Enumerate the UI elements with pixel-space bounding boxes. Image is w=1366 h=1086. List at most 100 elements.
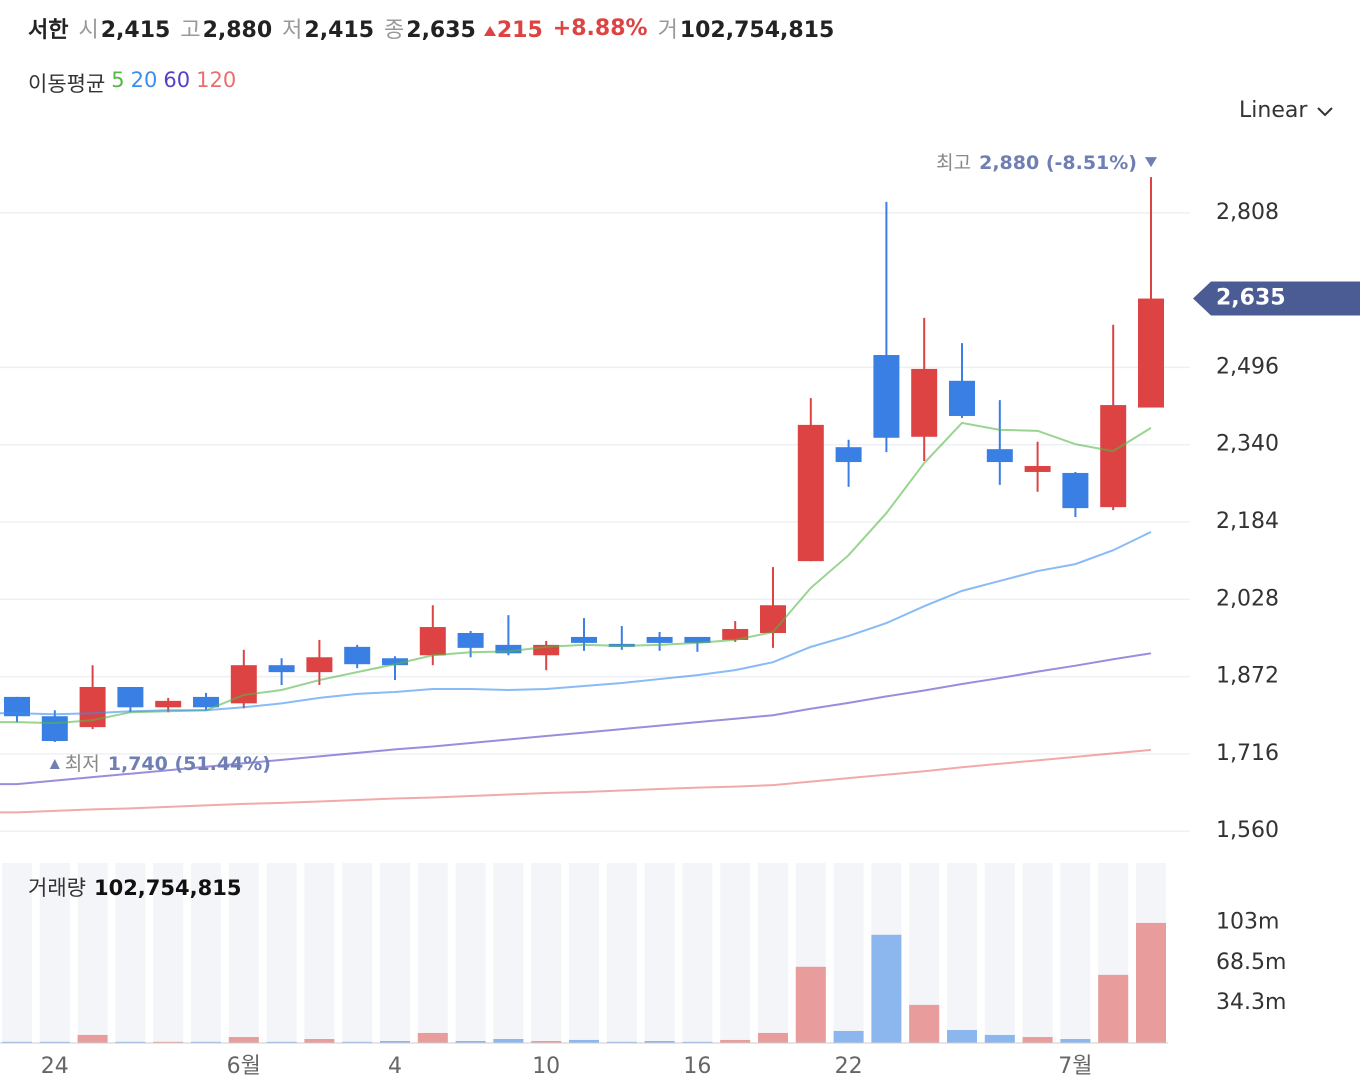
- volume-title-value: 102,754,815: [94, 876, 241, 900]
- ma-legend: 이동평균 5 20 60 120: [28, 68, 236, 98]
- candle-body: [79, 686, 106, 728]
- volume-bar: [77, 1034, 108, 1043]
- candle-body: [1062, 472, 1089, 509]
- volume-bar: [115, 1041, 146, 1043]
- change-pct: +8.88%: [552, 15, 648, 41]
- candle-body: [4, 696, 30, 717]
- y-tick-label: 2,496: [1216, 354, 1279, 379]
- candle-body: [533, 644, 560, 656]
- volume-bar: [2, 1041, 32, 1043]
- moving-average: [0, 421, 1152, 725]
- label: 종: [384, 18, 405, 43]
- candle-body: [117, 686, 144, 708]
- legend-entry: 20: [130, 68, 158, 92]
- volume-bar: [342, 1041, 373, 1043]
- quote: 저2,415: [282, 12, 374, 44]
- candle-body: [268, 665, 295, 673]
- min-annotation: 최저 1,740 (51.44%): [65, 752, 271, 774]
- candle-body: [1138, 298, 1164, 408]
- volume-bar: [871, 934, 902, 1043]
- volume-bar: [417, 1032, 448, 1043]
- candle-body: [684, 636, 711, 643]
- label: 저: [282, 18, 303, 43]
- x-tick-label: 16: [683, 1054, 711, 1079]
- label: 고: [180, 18, 201, 43]
- volume-column-bg: [455, 863, 486, 1043]
- candle-body: [382, 658, 408, 666]
- y-tick-label: 2,340: [1216, 432, 1279, 457]
- volume-bar: [531, 1041, 562, 1043]
- volume-column-bg: [795, 863, 826, 1043]
- volume-column-bg: [531, 863, 562, 1043]
- moving-average: [0, 652, 1152, 786]
- volume-bar: [758, 1032, 788, 1043]
- chevron[interactable]: [1314, 104, 1336, 118]
- candle-body: [571, 636, 597, 643]
- candle-body: [949, 380, 975, 416]
- volume-column-bg: [758, 863, 788, 1043]
- volume-column-bg: [228, 863, 259, 1043]
- volume-column-bg: [2, 863, 32, 1043]
- candle-body: [1024, 466, 1051, 472]
- change: 215: [496, 18, 543, 43]
- scale-label[interactable]: Linear: [1239, 98, 1308, 123]
- volume-column-bg: [304, 863, 335, 1043]
- volume-column-bg: [191, 863, 221, 1043]
- candle-body: [155, 700, 182, 708]
- volume-bar: [266, 1041, 297, 1043]
- volume-column-bg: [417, 863, 448, 1043]
- volume-bar: [380, 1041, 410, 1043]
- y-tick-label: 2,808: [1216, 200, 1279, 225]
- candle-body: [457, 632, 484, 648]
- candle-body: [419, 627, 446, 656]
- volume-column-bg: [871, 863, 902, 1043]
- candle-body: [722, 629, 749, 640]
- quote: 거102,754,815: [658, 12, 835, 44]
- moving-average: [0, 531, 1152, 716]
- volume-bar: [569, 1039, 599, 1043]
- candle-body: [760, 605, 786, 633]
- volume-bar: [984, 1034, 1015, 1043]
- legend-entry: 120: [196, 68, 237, 92]
- volume-column-bg: [682, 863, 713, 1043]
- y-tick-label: 68.5m: [1216, 950, 1286, 975]
- volume-column-bg: [1136, 863, 1166, 1043]
- min-marker: [49, 758, 60, 769]
- stock-name: 서한: [28, 18, 69, 43]
- legend-entry: 5: [111, 68, 125, 92]
- volume-column-bg: [644, 863, 675, 1043]
- volume-column-bg: [833, 863, 864, 1043]
- moving-average: [0, 748, 1152, 814]
- min-label: 최저: [65, 752, 100, 774]
- scale-menu[interactable]: Linear: [1239, 98, 1336, 123]
- candle-body: [1100, 405, 1127, 508]
- x-tick-label: 6월: [227, 1054, 261, 1079]
- volume-bar: [304, 1039, 335, 1043]
- volume-column-bg: [947, 863, 977, 1043]
- volume-column-bg: [720, 863, 751, 1043]
- value: 2,880: [202, 18, 273, 43]
- candle-body: [306, 657, 333, 673]
- y-tick-label: 2,184: [1216, 509, 1279, 534]
- volume-bar: [909, 1004, 940, 1043]
- candle-body: [986, 449, 1013, 463]
- volume-bar: [833, 1030, 864, 1043]
- volume-bar: [947, 1030, 977, 1043]
- candle-body: [608, 643, 635, 647]
- candle-body: [646, 636, 673, 643]
- volume-bar: [455, 1041, 486, 1043]
- max-annotation: 최고 2,880 (-8.51%): [936, 152, 1137, 174]
- volume-title-label: 거래량: [28, 876, 86, 900]
- volume-bar: [682, 1041, 713, 1043]
- header: 서한 시2,415 고2,880 저2,415 종2,635 215 +8.88…: [28, 12, 834, 44]
- max-value: 2,880 (-8.51%): [979, 152, 1137, 174]
- volume-column-bg: [1098, 863, 1129, 1043]
- x-tick-label: 24: [41, 1054, 69, 1079]
- volume-column-bg: [77, 863, 108, 1043]
- volume-bar: [1136, 922, 1166, 1043]
- label: 시: [78, 18, 99, 43]
- volume-bar: [191, 1041, 221, 1043]
- volume-bar: [493, 1039, 524, 1043]
- legend-title: 이동평균: [28, 72, 106, 96]
